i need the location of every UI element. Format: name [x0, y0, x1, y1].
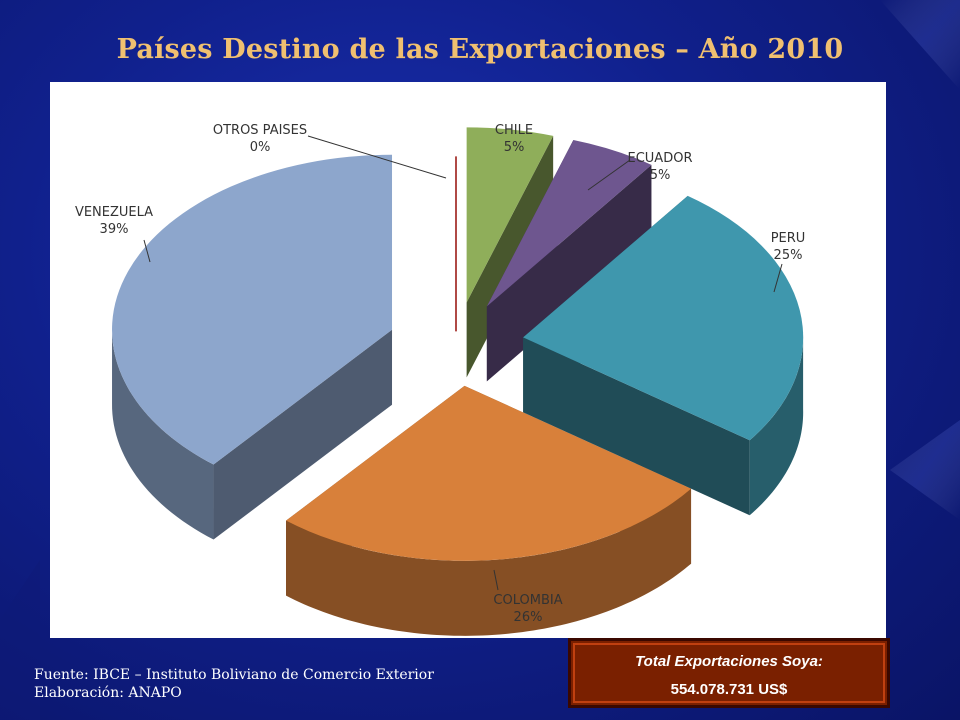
label-value-chile: 5%	[504, 140, 525, 155]
total-exports-box: Total Exportaciones Soya: 554.078.731 US…	[568, 638, 890, 708]
pie-slice-colombia	[286, 385, 692, 636]
leader-line-otros-paises	[307, 135, 447, 179]
pie-chart: CHILE 5% ECUADOR 5% PERU 25% COLOMBIA 26% VENEZU…	[75, 123, 806, 636]
label-venezuela: VENEZUELA	[75, 205, 153, 220]
total-exports-label: Total Exportaciones Soya:	[635, 653, 823, 670]
leader-line-peru	[773, 263, 783, 293]
leader-line-ecuador	[587, 159, 631, 191]
label-chile: CHILE	[495, 123, 533, 138]
footer: Fuente: IBCE – Instituto Boliviano de Co…	[34, 666, 434, 702]
label-peru: PERU	[771, 231, 806, 246]
label-value-colombia: 26%	[514, 610, 543, 625]
pie-slice-ecuador	[486, 140, 652, 382]
label-value-venezuela: 39%	[100, 222, 129, 237]
leader-line-venezuela	[143, 239, 151, 263]
source-note: Fuente: IBCE – Instituto Boliviano de Co…	[34, 667, 434, 683]
label-ecuador: ECUADOR	[628, 151, 693, 166]
pie-slice-peru	[523, 195, 804, 516]
chart-panel: CHILE 5% ECUADOR 5% PERU 25% COLOMBIA 26% VENEZU…	[50, 82, 886, 638]
pie-slice-venezuela	[112, 154, 393, 540]
slide-title: Países Destino de las Exportaciones – Añ…	[116, 34, 844, 65]
total-exports-value: 554.078.731 US$	[670, 681, 788, 698]
label-colombia: COLOMBIA	[493, 593, 562, 608]
label-otros-paises: OTROS PAISES	[213, 123, 307, 138]
label-value-ecuador: 5%	[650, 168, 671, 183]
author-note: Elaboración: ANAPO	[34, 685, 182, 701]
leader-line-colombia	[493, 569, 499, 591]
label-value-otros-paises: 0%	[250, 140, 271, 155]
label-value-peru: 25%	[774, 248, 803, 263]
